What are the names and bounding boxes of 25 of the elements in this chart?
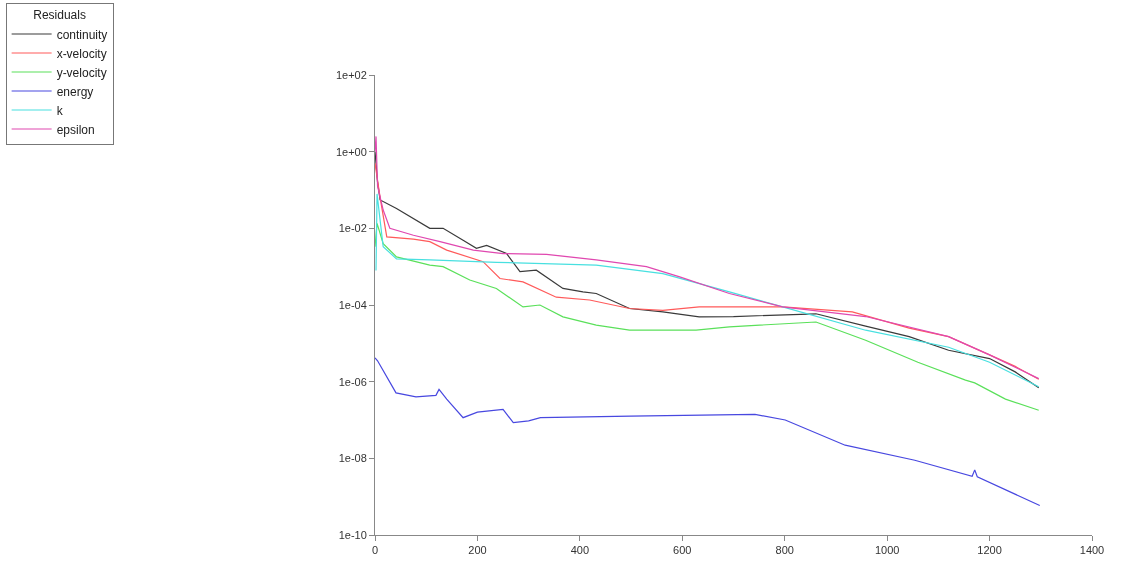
x-tick-label: 1400 [1079, 544, 1105, 557]
y-tick-label: 1e-02 [338, 222, 367, 235]
x-tick-label: 800 [775, 544, 794, 557]
x-tick-label: 1200 [977, 544, 1002, 557]
legend-label: k [56, 103, 64, 118]
y-tick-label: 1e-08 [338, 452, 367, 465]
line-series [375, 193, 1040, 388]
y-tick-label: 1e+00 [335, 145, 367, 158]
legend-label: x-velocity [56, 46, 107, 61]
x-tick-label: 1000 [874, 544, 900, 557]
x-tick-label: 400 [570, 544, 590, 557]
x-tick-label: 600 [673, 544, 692, 557]
legend-title: Residuals [33, 8, 86, 23]
y-tick-label: 1e-10 [338, 528, 367, 541]
line-series [375, 357, 1041, 507]
y-tick-label: 1e-06 [338, 375, 367, 388]
legend-label: continuity [56, 27, 108, 42]
y-tick-label: 1e-04 [338, 298, 367, 311]
line-series [375, 222, 1040, 411]
legend-label: y-velocity [56, 65, 107, 80]
legend-label: energy [56, 84, 94, 99]
x-tick-label: 200 [468, 544, 487, 557]
y-tick-label: 1e+02 [335, 68, 367, 81]
x-tick-label: 0 [371, 544, 379, 557]
legend-label: epsilon [56, 122, 95, 137]
